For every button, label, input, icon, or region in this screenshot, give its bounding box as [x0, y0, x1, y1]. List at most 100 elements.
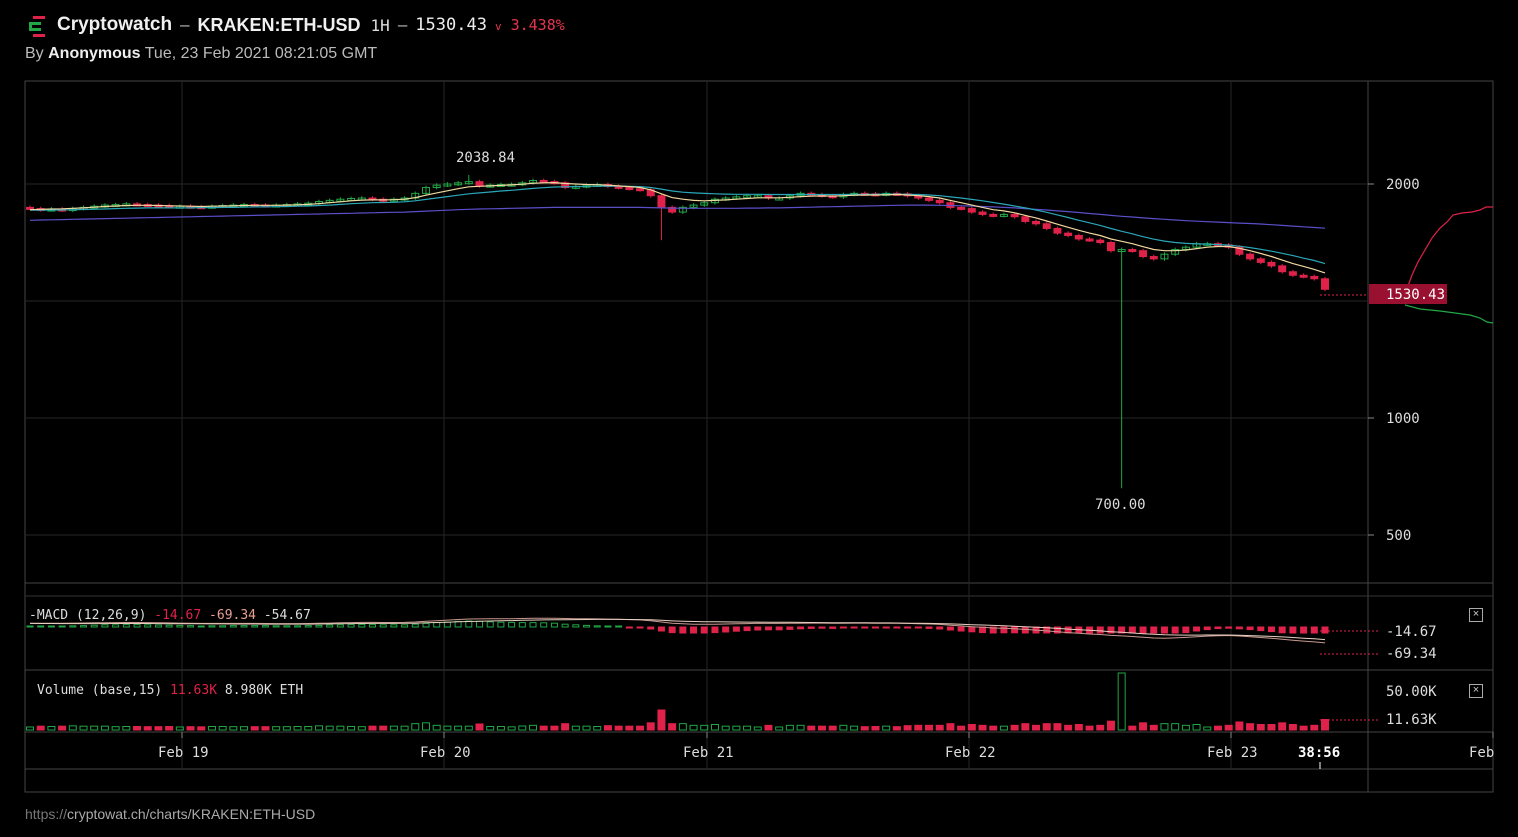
volume-bar-42	[475, 723, 484, 731]
candle-body-87	[957, 206, 966, 210]
candle-body-88	[967, 208, 976, 213]
volume-bar-69	[764, 724, 773, 731]
candle-body-56	[625, 187, 634, 191]
volume-bar-120	[1310, 724, 1319, 731]
last-price-label: 1530.43	[1386, 287, 1445, 303]
macd-bar-79	[871, 626, 879, 629]
footer-url[interactable]: https://cryptowat.ch/charts/KRAKEN:ETH-U…	[25, 806, 315, 822]
candle-body-38	[432, 184, 441, 189]
volume-bar-63	[700, 724, 709, 731]
volume-bar-31	[357, 726, 366, 731]
app-name: Cryptowatch	[57, 14, 173, 35]
volume-bar-112	[1224, 724, 1233, 731]
volume-bar-75	[828, 725, 837, 731]
volume-close-icon[interactable]: ×	[1469, 684, 1483, 698]
volume-bar-88	[967, 724, 976, 731]
macd-bar-12	[154, 624, 162, 628]
candle-body-61	[678, 206, 687, 213]
volume-bar-32	[368, 725, 377, 731]
candle-body-107	[1171, 249, 1180, 255]
macd-bar-105	[1150, 626, 1158, 634]
volume-bar-66	[732, 725, 741, 731]
macd-bar-54	[604, 625, 612, 628]
volume-bar-4	[68, 725, 77, 731]
time-label-3: Feb 22	[945, 745, 996, 761]
macd-bar-16	[197, 625, 205, 628]
volume-bar-65	[721, 725, 730, 731]
volume-bar-52	[582, 725, 591, 731]
candle-body-62	[689, 204, 698, 208]
candle-body-96	[1053, 227, 1062, 234]
macd-bar-95	[1043, 626, 1051, 634]
volume-bar-90	[989, 725, 998, 731]
ma-fast-line	[29, 181, 1326, 274]
volume-bar-29	[336, 725, 345, 731]
macd-bar-76	[839, 626, 847, 629]
macd-bar-107	[1171, 626, 1179, 634]
price-change-value: 3.438%	[510, 16, 565, 34]
volume-bar-45	[507, 726, 516, 731]
candle-body-103	[1128, 249, 1137, 253]
volume-bar-67	[743, 725, 752, 731]
volume-bar-111	[1213, 725, 1222, 731]
macd-bar-85	[936, 626, 944, 630]
volume-bar-113	[1235, 721, 1244, 731]
volume-bar-114	[1246, 723, 1255, 731]
macd-bar-56	[625, 626, 633, 629]
candle-body-121	[1321, 278, 1329, 290]
macd-bar-71	[786, 626, 794, 630]
macd-bar-13	[165, 624, 173, 628]
volume-bar-47	[529, 724, 538, 731]
chart-frame	[24, 80, 1494, 793]
volume-value-1: 11.63K	[170, 683, 217, 698]
macd-close-icon[interactable]: ×	[1469, 608, 1483, 622]
macd-bar-120	[1310, 626, 1318, 634]
macd-bar-4	[69, 625, 77, 628]
volume-bar-55	[614, 725, 623, 731]
volume-bar-85	[935, 724, 944, 731]
macd-axis-label-1: -14.67	[1386, 624, 1437, 640]
ma-mid-line	[30, 185, 1326, 265]
volume-bar-94	[1032, 724, 1041, 731]
candle-body-115	[1256, 258, 1265, 263]
volume-axis-label-1: 50.00K	[1386, 684, 1437, 700]
macd-bar-21	[251, 625, 259, 628]
macd-bar-96	[1053, 626, 1061, 634]
macd-bar-115	[1257, 626, 1265, 632]
volume-bar-100	[1096, 724, 1105, 731]
macd-bar-0	[26, 625, 34, 628]
candle-body-119	[1299, 274, 1308, 278]
macd-value-2: -69.34	[209, 608, 256, 623]
volume-bar-101	[1106, 720, 1115, 731]
volume-bar-23	[272, 726, 281, 731]
macd-bar-119	[1300, 626, 1308, 634]
macd-bar-121	[1321, 626, 1329, 634]
macd-axis-labels: -14.67 -69.34	[1386, 624, 1437, 662]
macd-pane	[26, 617, 1380, 655]
volume-bar-43	[486, 726, 495, 731]
macd-bar-53	[593, 625, 601, 628]
macd-bar-80	[882, 626, 890, 629]
volume-bar-121	[1321, 719, 1329, 731]
title-separator-2: –	[397, 15, 408, 34]
macd-bar-91	[1000, 626, 1008, 634]
volume-bar-103	[1128, 725, 1137, 731]
macd-bar-36	[411, 623, 419, 628]
volume-bar-56	[625, 725, 634, 731]
ma-slow-line	[29, 204, 1326, 229]
volume-bar-109	[1192, 724, 1201, 731]
volume-bar-28	[325, 725, 334, 731]
macd-bar-14	[176, 624, 184, 628]
candle-body-100	[1096, 239, 1105, 244]
volume-value-2: 8.980K ETH	[225, 683, 303, 698]
time-label-4: Feb 23	[1207, 745, 1258, 761]
macd-bar-112	[1225, 626, 1233, 629]
candle-body-97	[1064, 232, 1073, 236]
market-name: KRAKEN:ETH-USD	[197, 14, 361, 35]
volume-bar-87	[957, 725, 966, 731]
candle-body-40	[454, 182, 463, 186]
footer-url-scheme: https://	[25, 806, 68, 822]
macd-bar-22	[261, 625, 269, 628]
volume-bar-117	[1278, 722, 1287, 731]
